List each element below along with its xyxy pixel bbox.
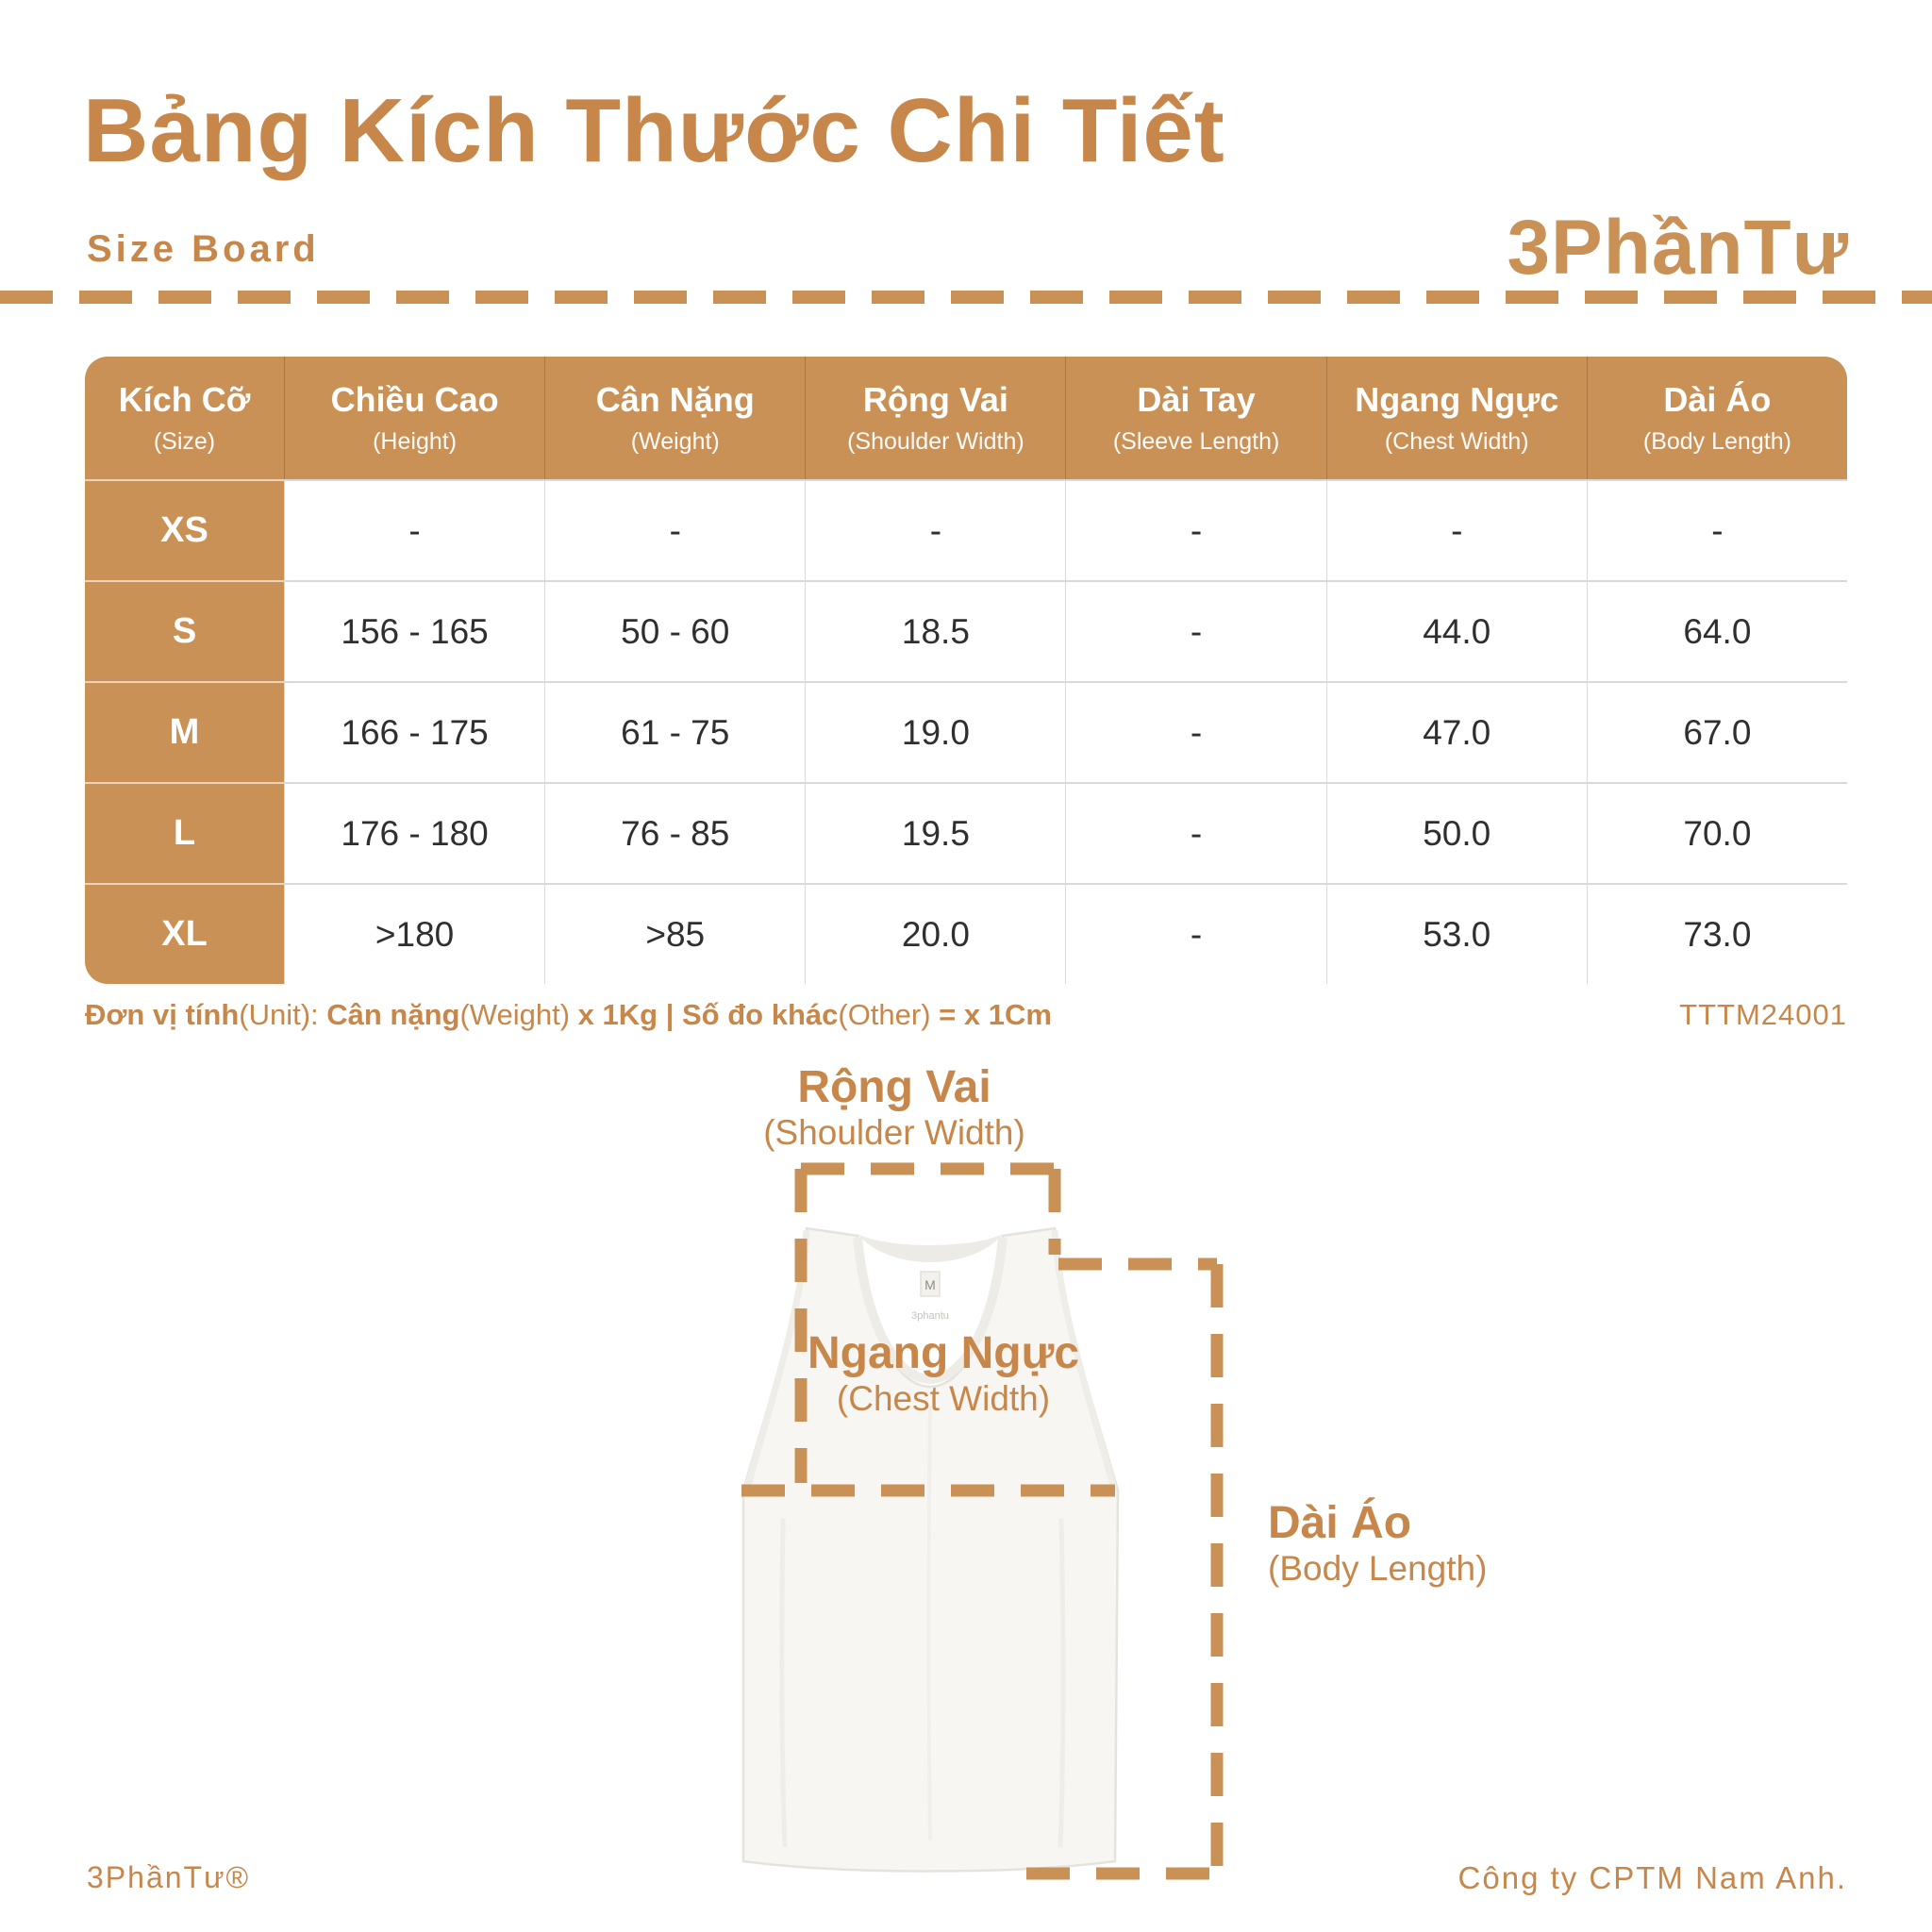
value-cell: - [1065,580,1326,681]
value-cell: 47.0 [1325,681,1587,782]
unit-row: Đơn vị tính(Unit): Cân nặng(Weight) x 1K… [85,998,1847,1032]
page-subtitle: Size Board [87,228,320,270]
unit-note-segment: (Other) [838,998,931,1031]
value-cell: 166 - 175 [284,681,545,782]
value-cell: - [1065,782,1326,883]
size-cell: S [85,580,284,681]
value-cell: 50 - 60 [544,580,806,681]
header-cell: Kích Cỡ (Size) [85,357,284,479]
unit-note-segment: x 1Kg | [570,998,682,1031]
value-cell: - [1065,479,1326,580]
header-cell: Rộng Vai (Shoulder Width) [805,357,1066,479]
header-cell: Dài Tay (Sleeve Length) [1065,357,1326,479]
value-cell: 61 - 75 [544,681,806,782]
label-chest-en: (Chest Width) [836,1378,1051,1418]
footer-brand: 3PhầnTư® [87,1860,251,1894]
value-cell: 19.5 [805,782,1066,883]
svg-text:M: M [924,1277,936,1292]
value-cell: 64.0 [1586,580,1847,681]
label-body-vi: Dài Áo [1268,1498,1412,1548]
value-cell: - [1065,883,1326,984]
size-table: Kích Cỡ (Size) Chiều Cao (Height) Cân Nặng (W… [85,357,1847,984]
footer-company: Công ty CPTM Nam Anh. [1457,1860,1847,1895]
value-cell: 18.5 [805,580,1066,681]
product-code: TTTM24001 [1679,998,1847,1031]
value-cell: - [544,479,806,580]
header-cell: Chiều Cao (Height) [284,357,545,479]
shirt-neck-tag [920,1271,941,1297]
value-cell: - [1065,681,1326,782]
size-cell: L [85,782,284,883]
value-cell: 67.0 [1586,681,1847,782]
unit-note-segment: (Unit): [239,998,327,1031]
value-cell: 70.0 [1586,782,1847,883]
page-title: Bảng Kích Thước Chi Tiết [83,80,1225,181]
value-cell: 176 - 180 [284,782,545,883]
value-cell: - [1586,479,1847,580]
value-cell: 156 - 165 [284,580,545,681]
tank-top-image: M 3phantu [741,1226,1120,1873]
value-cell: - [1325,479,1587,580]
unit-note-segment: (Weight) [459,998,571,1031]
label-chest-width: Ngang Ngực (Chest Width) [764,1328,1123,1418]
size-cell: XL [85,883,284,984]
label-body-length: Dài Áo (Body Length) [1268,1498,1664,1588]
value-cell: 50.0 [1325,782,1587,883]
value-cell: - [284,479,545,580]
label-body-en: (Body Length) [1268,1548,1488,1588]
value-cell: >180 [284,883,545,984]
label-shoulder-vi: Rộng Vai [797,1062,991,1112]
value-cell: 73.0 [1586,883,1847,984]
value-cell: 44.0 [1325,580,1587,681]
unit-note-segment: Số đo khác [682,998,839,1031]
size-cell: M [85,681,284,782]
label-shoulder-en: (Shoulder Width) [763,1112,1025,1152]
value-cell: 53.0 [1325,883,1587,984]
header-cell: Dài Áo (Body Length) [1586,357,1847,479]
value-cell: 19.0 [805,681,1066,782]
header-cell: Ngang Ngực (Chest Width) [1325,357,1587,479]
unit-note: Đơn vị tính(Unit): Cân nặng(Weight) x 1K… [85,998,1052,1032]
svg-text:3phantu: 3phantu [911,1310,949,1322]
value-cell: - [805,479,1066,580]
dashed-divider [0,291,1932,304]
unit-note-segment: Đơn vị tính [85,998,240,1031]
value-cell: 20.0 [805,883,1066,984]
label-shoulder-width: Rộng Vai (Shoulder Width) [715,1062,1074,1152]
header-cell: Cân Nặng (Weight) [544,357,806,479]
size-cell: XS [85,479,284,580]
value-cell: >85 [544,883,806,984]
brand-logo: 3PhầnTư [1507,205,1849,291]
label-chest-vi: Ngang Ngực [807,1328,1080,1378]
unit-note-segment: Cân nặng [326,998,460,1031]
value-cell: 76 - 85 [544,782,806,883]
unit-note-segment: = x 1Cm [930,998,1052,1031]
